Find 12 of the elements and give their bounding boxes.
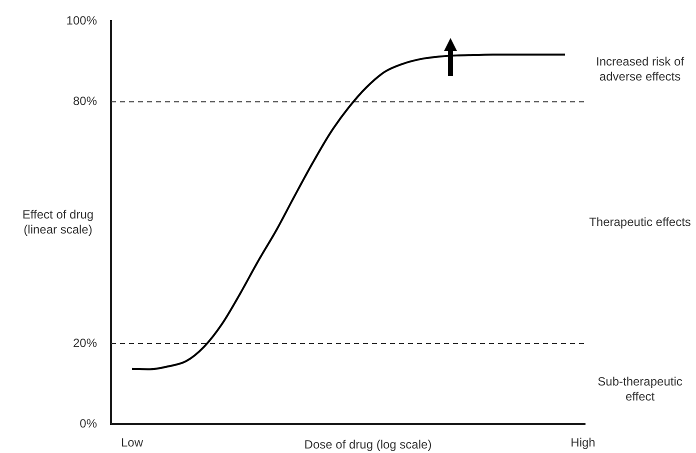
y-tick-label: 80% bbox=[72, 94, 98, 108]
text: Increased risk of adverse effects bbox=[596, 54, 685, 84]
y-axis-title: Effect of drug (linear scale) bbox=[22, 207, 94, 236]
line-series bbox=[131, 54, 566, 370]
y-tick-label: 0% bbox=[80, 416, 98, 430]
x-tick-label: Low bbox=[120, 436, 144, 450]
x-axis-title: Dose of drug (log scale) bbox=[304, 437, 432, 452]
x-tick-label: High bbox=[570, 436, 596, 450]
y-tick-label: 100% bbox=[66, 14, 98, 28]
text: Therapeutic effects bbox=[589, 214, 691, 229]
y-tick-label: 20% bbox=[72, 336, 98, 350]
text: Sub-therapeutic effect bbox=[598, 374, 682, 404]
